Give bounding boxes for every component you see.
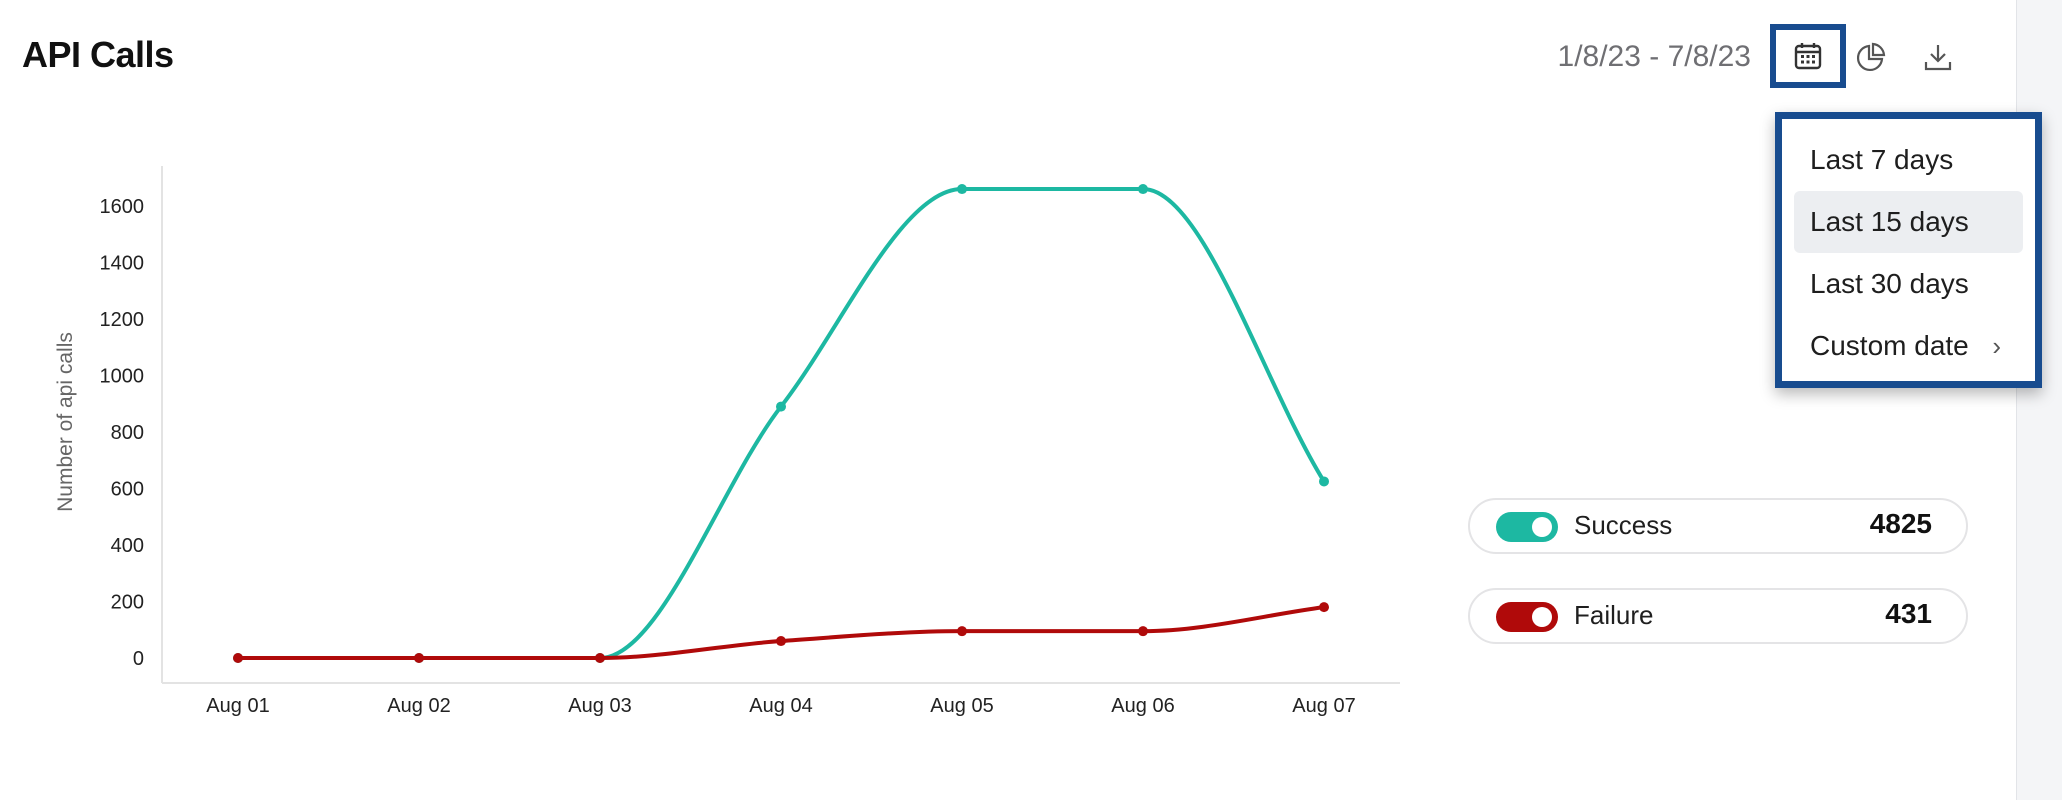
x-tick-label: Aug 06 [1111,695,1174,717]
menu-item-last-15-days[interactable]: Last 15 days [1794,191,2023,253]
menu-item-label: Last 15 days [1810,206,1969,237]
y-axis-label: Number of api calls [54,332,77,512]
y-tick-label: 1400 [100,253,145,275]
y-tick-label: 400 [111,535,144,557]
menu-item-custom-date[interactable]: Custom date › [1794,315,2023,377]
x-tick-label: Aug 02 [387,695,450,717]
failure-data-point [1319,602,1329,613]
menu-item-last-30-days[interactable]: Last 30 days [1794,253,2023,315]
y-tick-label: 1600 [100,196,145,218]
success-toggle[interactable] [1496,512,1558,542]
calendar-button[interactable] [1770,24,1846,88]
y-tick-label: 200 [111,592,144,614]
failure-series-line [236,605,1326,661]
pie-chart-icon [1856,42,1886,72]
y-tick-label: 800 [111,422,144,444]
calendar-icon [1794,43,1822,70]
menu-item-label: Last 30 days [1810,268,1969,299]
x-tick-label: Aug 04 [749,695,812,717]
toggle-knob [1532,607,1552,627]
legend-card-success: Success 4825 [1468,498,1968,554]
y-tick-label: 0 [133,648,144,670]
date-range-dropdown: Last 7 days Last 15 days Last 30 days Cu… [1775,112,2042,388]
download-button[interactable] [1902,24,1974,90]
y-tick-label: 600 [111,479,144,501]
pie-chart-button[interactable] [1835,24,1907,90]
chevron-right-icon: › [1992,331,2001,361]
success-data-point [1138,184,1148,195]
success-data-point [776,401,786,412]
failure-data-point [776,636,786,647]
legend-label: Success [1574,510,1673,540]
line-chart: 0 200 400 600 800 1000 1200 1400 1600 Aug 01 Aug 0… [54,166,1400,717]
toggle-knob [1532,517,1552,537]
failure-data-point [595,653,605,663]
menu-item-last-7-days[interactable]: Last 7 days [1794,129,2023,191]
x-tick-label: Aug 07 [1292,695,1355,717]
download-icon [1924,45,1952,71]
x-tick-label: Aug 03 [568,695,631,717]
legend-card-failure: Failure 431 [1468,588,1968,644]
legend-total: 431 [1885,598,1932,629]
failure-toggle[interactable] [1496,602,1558,632]
date-range-label: 1/8/23 - 7/8/23 [1557,40,1751,73]
legend-label: Failure [1574,600,1654,630]
page-title: API Calls [22,34,174,75]
menu-item-label: Last 7 days [1810,144,1954,175]
y-tick-label: 1200 [100,309,145,331]
legend-total: 4825 [1869,508,1932,539]
failure-data-point [414,653,424,663]
failure-data-point [233,653,243,663]
failure-data-point [957,626,967,637]
success-data-point [1319,476,1329,487]
x-tick-label: Aug 05 [930,695,993,717]
success-data-point [957,184,967,195]
failure-data-point [1138,626,1148,637]
x-tick-label: Aug 01 [206,695,269,717]
menu-item-label: Custom date [1810,330,1969,361]
y-tick-label: 1000 [100,366,145,388]
success-series-line [236,187,1326,661]
